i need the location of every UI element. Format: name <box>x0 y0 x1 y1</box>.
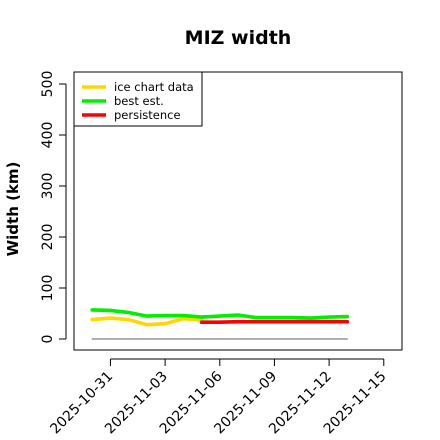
legend-box <box>73 71 203 127</box>
y-tick-label: 400 <box>40 122 56 149</box>
series-line-best-est <box>90 308 350 320</box>
chart-title: MIZ width <box>185 27 292 49</box>
y-tick-label: 300 <box>40 173 56 200</box>
legend-label: best est. <box>114 94 164 108</box>
legend-label: ice chart data <box>114 80 194 94</box>
legend-label: persistence <box>114 108 181 122</box>
y-axis-label: Width (km) <box>4 162 22 257</box>
y-tick-label: 500 <box>40 71 56 98</box>
series-line-ice-chart-data <box>90 316 204 327</box>
series-line-persistence <box>199 319 350 325</box>
y-tick-label: 200 <box>40 224 56 251</box>
y-tick-label: 0 <box>40 335 56 344</box>
plot-area <box>90 308 350 340</box>
plot-frame <box>73 71 403 351</box>
y-tick-label: 100 <box>40 275 56 302</box>
